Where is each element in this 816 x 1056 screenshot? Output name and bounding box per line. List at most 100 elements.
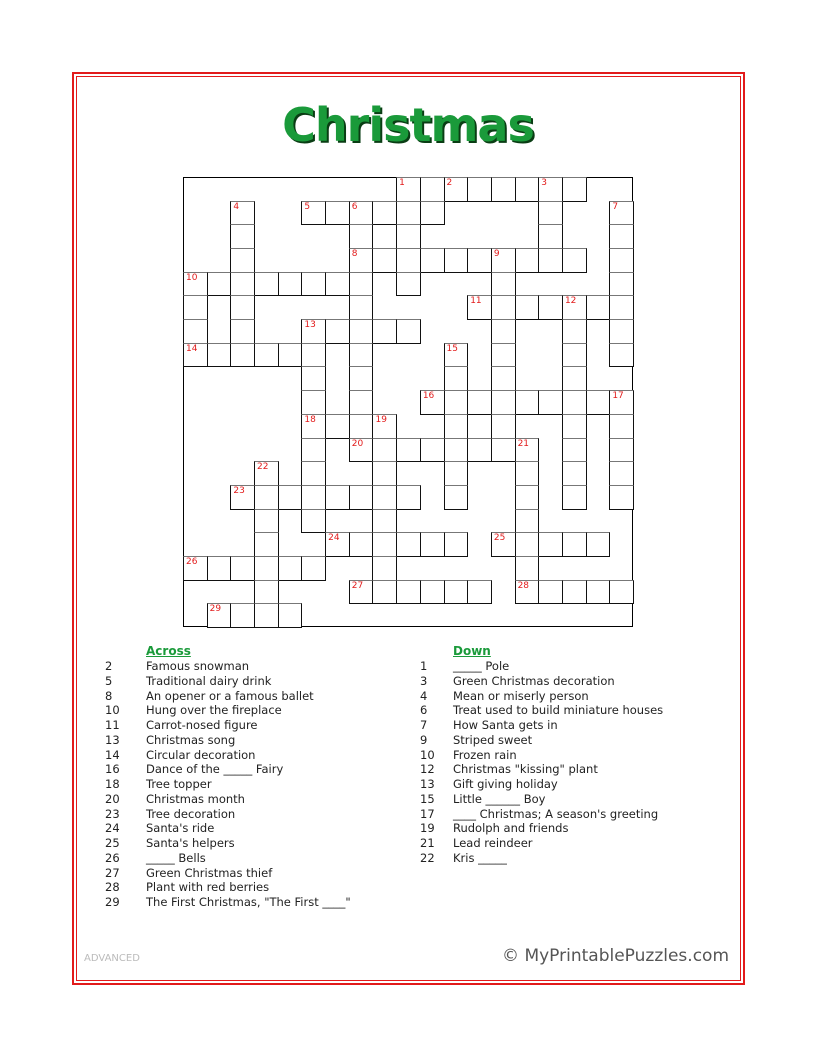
grid-cell[interactable] bbox=[301, 390, 327, 415]
grid-cell[interactable] bbox=[254, 484, 279, 510]
grid-cell[interactable] bbox=[514, 532, 540, 557]
grid-cell[interactable] bbox=[372, 555, 398, 581]
grid-cell[interactable] bbox=[348, 224, 374, 250]
grid-cell[interactable]: 18 bbox=[301, 413, 327, 439]
grid-cell[interactable] bbox=[609, 437, 634, 463]
grid-cell[interactable] bbox=[348, 271, 374, 297]
grid-cell[interactable]: 12 bbox=[561, 295, 587, 321]
grid-cell[interactable] bbox=[561, 484, 587, 510]
grid-cell[interactable] bbox=[467, 579, 492, 605]
grid-cell[interactable] bbox=[372, 319, 398, 344]
grid-cell[interactable] bbox=[396, 248, 421, 273]
grid-cell[interactable] bbox=[396, 437, 421, 463]
grid-cell[interactable]: 28 bbox=[514, 579, 540, 605]
grid-cell[interactable] bbox=[538, 579, 563, 605]
grid-cell[interactable]: 9 bbox=[490, 248, 516, 273]
grid-cell[interactable] bbox=[348, 342, 374, 368]
grid-cell[interactable] bbox=[301, 342, 327, 368]
grid-cell[interactable] bbox=[419, 248, 445, 273]
grid-cell[interactable] bbox=[490, 271, 516, 297]
grid-cell[interactable] bbox=[609, 461, 634, 486]
grid-cell[interactable] bbox=[561, 579, 587, 605]
grid-cell[interactable]: 4 bbox=[230, 200, 256, 226]
grid-cell[interactable]: 25 bbox=[490, 532, 516, 557]
grid-cell[interactable] bbox=[443, 461, 469, 486]
grid-cell[interactable] bbox=[609, 342, 634, 368]
grid-cell[interactable] bbox=[277, 342, 303, 368]
grid-cell[interactable] bbox=[490, 390, 516, 415]
grid-cell[interactable] bbox=[325, 271, 350, 297]
grid-cell[interactable] bbox=[254, 508, 279, 534]
grid-cell[interactable]: 10 bbox=[183, 271, 208, 297]
grid-cell[interactable] bbox=[514, 295, 540, 321]
grid-cell[interactable] bbox=[467, 248, 492, 273]
grid-cell[interactable]: 3 bbox=[538, 177, 563, 202]
grid-cell[interactable] bbox=[206, 555, 232, 581]
grid-cell[interactable] bbox=[372, 200, 398, 226]
grid-cell[interactable] bbox=[490, 295, 516, 321]
grid-cell[interactable] bbox=[443, 579, 469, 605]
grid-cell[interactable] bbox=[443, 413, 469, 439]
grid-cell[interactable] bbox=[396, 200, 421, 226]
grid-cell[interactable] bbox=[514, 484, 540, 510]
grid-cell[interactable]: 27 bbox=[348, 579, 374, 605]
grid-cell[interactable]: 11 bbox=[467, 295, 492, 321]
grid-cell[interactable] bbox=[538, 200, 563, 226]
grid-cell[interactable] bbox=[419, 177, 445, 202]
grid-cell[interactable] bbox=[277, 555, 303, 581]
grid-cell[interactable] bbox=[514, 177, 540, 202]
grid-cell[interactable] bbox=[301, 366, 327, 392]
grid-cell[interactable]: 16 bbox=[419, 390, 445, 415]
grid-cell[interactable] bbox=[490, 437, 516, 463]
grid-cell[interactable] bbox=[301, 555, 327, 581]
grid-cell[interactable] bbox=[419, 200, 445, 226]
grid-cell[interactable]: 22 bbox=[254, 461, 279, 486]
copyright-link[interactable]: © MyPrintablePuzzles.com bbox=[502, 946, 729, 966]
grid-cell[interactable] bbox=[230, 295, 256, 321]
grid-cell[interactable] bbox=[230, 342, 256, 368]
grid-cell[interactable] bbox=[490, 366, 516, 392]
grid-cell[interactable] bbox=[538, 532, 563, 557]
grid-cell[interactable] bbox=[301, 271, 327, 297]
grid-cell[interactable] bbox=[206, 342, 232, 368]
grid-cell[interactable]: 26 bbox=[183, 555, 208, 581]
grid-cell[interactable] bbox=[419, 532, 445, 557]
grid-cell[interactable] bbox=[396, 579, 421, 605]
grid-cell[interactable] bbox=[277, 603, 303, 628]
grid-cell[interactable] bbox=[585, 532, 611, 557]
grid-cell[interactable] bbox=[538, 248, 563, 273]
grid-cell[interactable] bbox=[467, 437, 492, 463]
grid-cell[interactable]: 19 bbox=[372, 413, 398, 439]
grid-cell[interactable]: 6 bbox=[348, 200, 374, 226]
grid-cell[interactable]: 14 bbox=[183, 342, 208, 368]
grid-cell[interactable] bbox=[183, 295, 208, 321]
grid-cell[interactable]: 21 bbox=[514, 437, 540, 463]
grid-cell[interactable]: 29 bbox=[206, 603, 232, 628]
grid-cell[interactable] bbox=[230, 224, 256, 250]
grid-cell[interactable]: 7 bbox=[609, 200, 634, 226]
grid-cell[interactable] bbox=[585, 295, 611, 321]
grid-cell[interactable] bbox=[230, 271, 256, 297]
grid-cell[interactable] bbox=[609, 319, 634, 344]
grid-cell[interactable] bbox=[443, 366, 469, 392]
grid-cell[interactable] bbox=[230, 555, 256, 581]
grid-cell[interactable] bbox=[325, 413, 350, 439]
grid-cell[interactable] bbox=[419, 579, 445, 605]
grid-cell[interactable] bbox=[514, 555, 540, 581]
grid-cell[interactable] bbox=[561, 437, 587, 463]
grid-cell[interactable] bbox=[538, 224, 563, 250]
grid-cell[interactable] bbox=[443, 437, 469, 463]
grid-cell[interactable] bbox=[348, 413, 374, 439]
grid-cell[interactable] bbox=[230, 603, 256, 628]
grid-cell[interactable] bbox=[609, 271, 634, 297]
grid-cell[interactable] bbox=[561, 342, 587, 368]
grid-cell[interactable] bbox=[514, 390, 540, 415]
grid-cell[interactable] bbox=[254, 603, 279, 628]
grid-cell[interactable] bbox=[490, 413, 516, 439]
grid-cell[interactable] bbox=[301, 437, 327, 463]
grid-cell[interactable] bbox=[348, 319, 374, 344]
grid-cell[interactable] bbox=[538, 390, 563, 415]
grid-cell[interactable] bbox=[538, 295, 563, 321]
grid-cell[interactable]: 13 bbox=[301, 319, 327, 344]
grid-cell[interactable] bbox=[490, 342, 516, 368]
